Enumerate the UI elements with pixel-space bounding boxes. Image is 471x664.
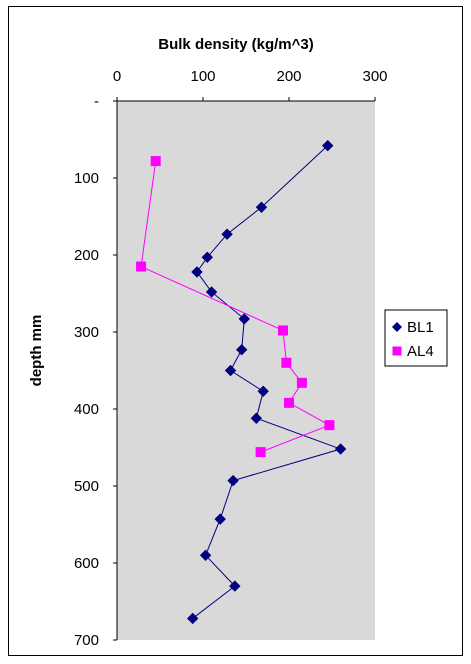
bulk-density-chart: 0 100 200 300 - 100 200 300 400 500 600 700 Bulk de… [28, 36, 448, 649]
data-point-bl1 [186, 612, 199, 625]
data-point-bl1 [321, 139, 334, 152]
data-point-al4 [284, 397, 294, 408]
data-point-bl1 [199, 549, 212, 562]
legend-label-al4: AL4 [407, 343, 434, 360]
x-tick-label: 300 [362, 68, 387, 85]
chart-frame: 0 100 200 300 - 100 200 300 400 500 600 700 Bulk de… [8, 6, 463, 656]
data-point-al4 [296, 377, 307, 388]
data-point-bl1 [255, 201, 268, 213]
data-point-bl1 [257, 385, 269, 397]
y-tick-label: 300 [74, 324, 99, 341]
x-tick-label: 0 [113, 68, 121, 85]
data-point-al4 [150, 156, 161, 167]
data-point-al4 [324, 420, 335, 431]
data-point-bl1 [227, 474, 239, 487]
legend-marker-bl1 [392, 322, 402, 332]
data-point-bl1 [235, 344, 248, 356]
y-tick-label: 700 [74, 632, 99, 649]
y-axis-title: depth mm [28, 315, 45, 387]
data-point-bl1 [214, 513, 226, 525]
series-bl1 [186, 139, 347, 625]
data-point-al4 [277, 325, 288, 336]
y-tick-label: 500 [74, 478, 99, 495]
data-point-bl1 [205, 286, 218, 298]
x-tick-label: 100 [190, 68, 215, 85]
series-line-al4 [140, 160, 331, 453]
data-point-bl1 [221, 228, 233, 240]
y-tick-label: 600 [74, 555, 99, 572]
data-point-bl1 [238, 313, 250, 325]
data-point-al4 [281, 357, 292, 368]
legend-box [384, 309, 448, 367]
y-tick-label: - [94, 93, 99, 110]
data-point-bl1 [201, 251, 214, 264]
data-point-bl1 [224, 364, 237, 377]
data-point-bl1 [191, 266, 203, 278]
x-tick-label: 200 [276, 68, 301, 85]
legend-marker-al4 [392, 346, 402, 356]
data-point-al4 [136, 261, 147, 272]
data-point-bl1 [334, 443, 347, 455]
legend-label-bl1: BL1 [407, 319, 434, 336]
data-point-al4 [255, 447, 266, 458]
series-al4 [136, 156, 335, 458]
y-tick-label: 200 [74, 247, 99, 264]
y-tick-label: 400 [74, 401, 99, 418]
axes: 0 100 200 300 - 100 200 300 400 500 600 700 [74, 68, 388, 649]
x-axis-title: Bulk density (kg/m^3) [158, 36, 313, 53]
data-point-bl1 [229, 580, 241, 592]
y-tick-label: 100 [74, 170, 99, 187]
data-point-bl1 [250, 412, 263, 424]
plot-area [117, 101, 375, 640]
series-layer [136, 139, 347, 625]
